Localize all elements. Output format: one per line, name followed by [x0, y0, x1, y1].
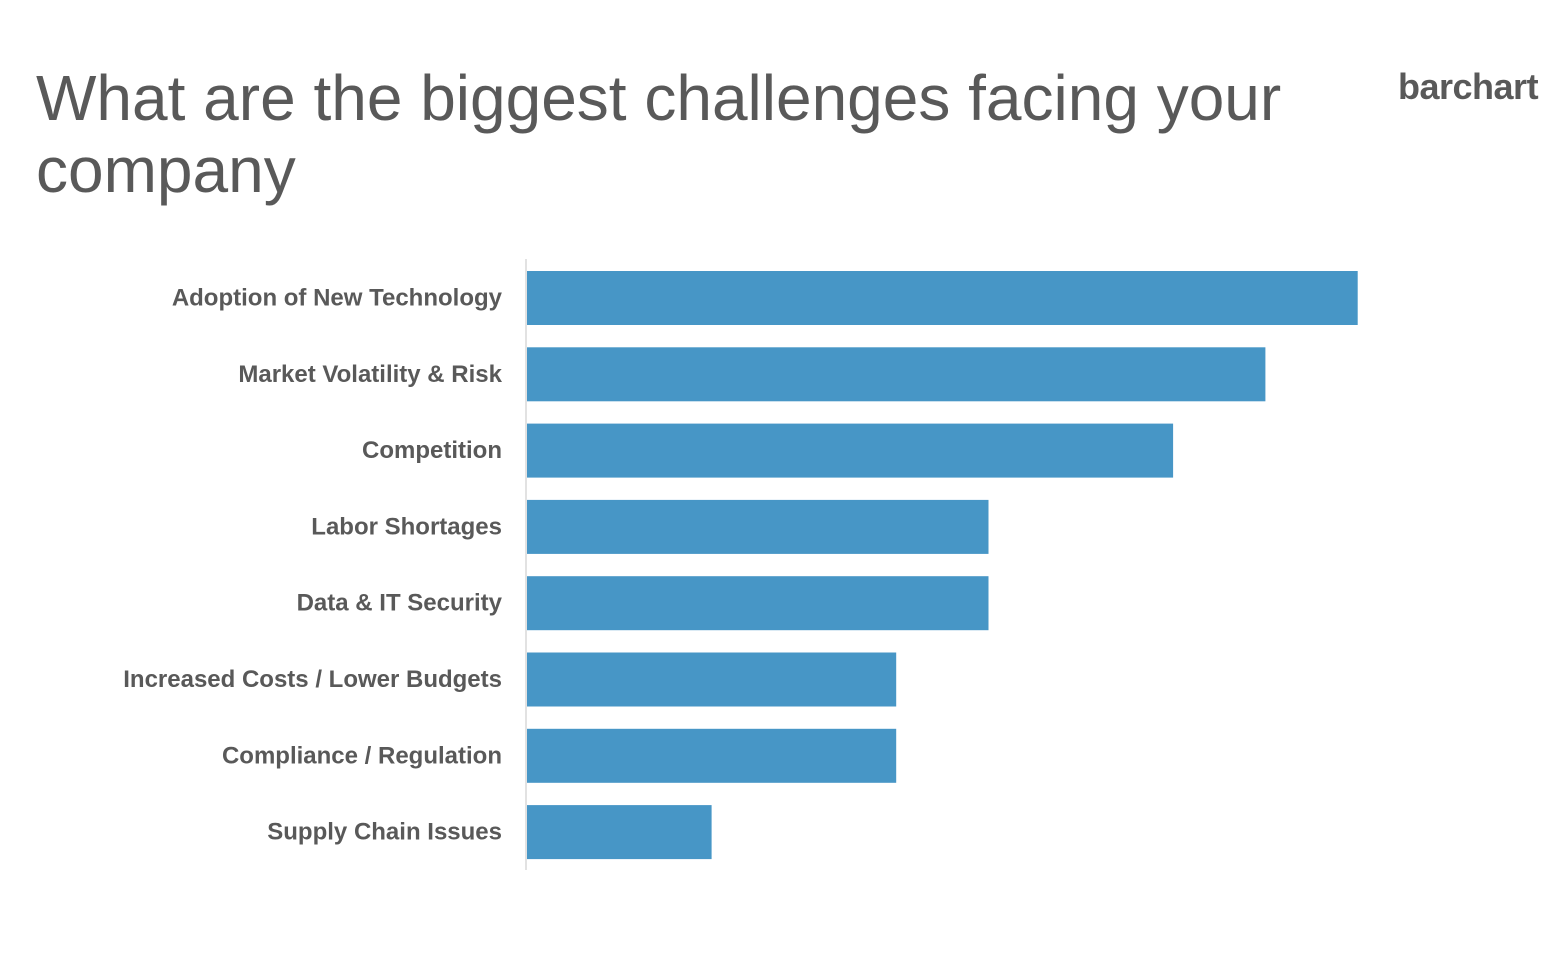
- category-label-4: Data & IT Security: [297, 590, 503, 617]
- bar-2: [527, 423, 1174, 478]
- bar-3: [527, 499, 989, 554]
- bar-5: [527, 652, 897, 707]
- bar-4: [527, 576, 989, 631]
- category-label-1: Market Volatility & Risk: [238, 361, 502, 388]
- category-labels-group: Adoption of New Technology Market Volatil…: [123, 285, 502, 846]
- bar-6: [527, 728, 897, 783]
- brand-logo: barchart: [1398, 66, 1539, 107]
- bar-0: [527, 271, 1358, 325]
- bar-7: [527, 805, 712, 860]
- category-label-7: Supply Chain Issues: [267, 819, 502, 846]
- bars-group: [527, 271, 1358, 860]
- category-label-6: Compliance / Regulation: [222, 742, 502, 769]
- category-label-5: Increased Costs / Lower Budgets: [123, 666, 502, 693]
- category-label-3: Labor Shortages: [311, 513, 502, 540]
- chart-title: What are the biggest challenges facing y…: [36, 62, 1282, 206]
- category-label-0: Adoption of New Technology: [172, 285, 503, 312]
- category-label-2: Competition: [362, 437, 502, 464]
- bar-1: [527, 347, 1266, 402]
